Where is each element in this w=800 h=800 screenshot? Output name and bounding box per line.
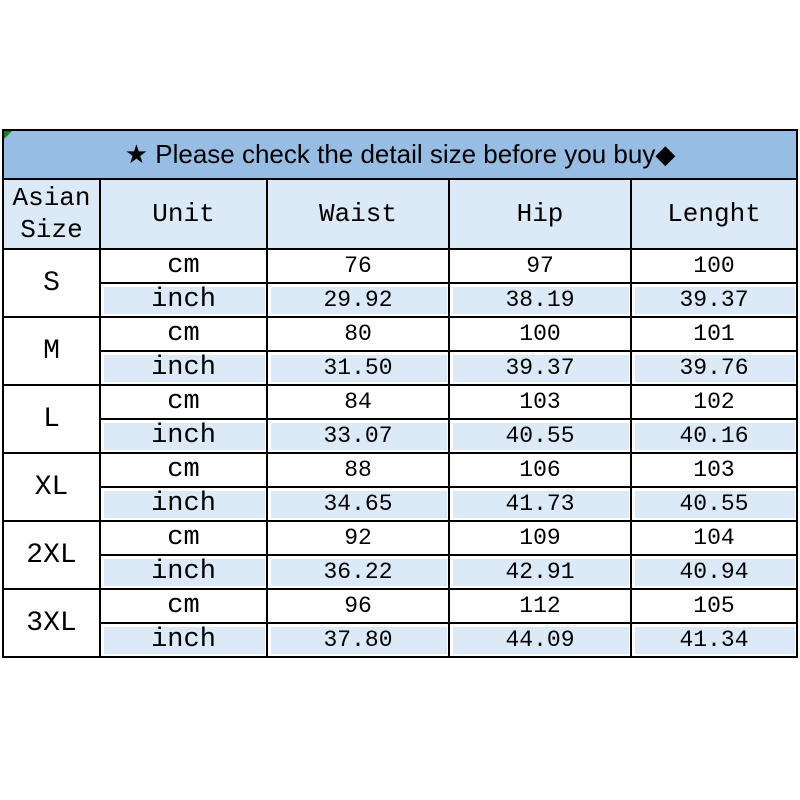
unit-cell: cm (99, 384, 268, 420)
header-hip: Hip (448, 178, 632, 250)
table-row-2xl-cm: 2XL cm 92 109 104 (2, 520, 799, 590)
header-unit: Unit (99, 178, 268, 250)
hip-value: 38.19 (448, 282, 632, 318)
length-value: 40.16 (629, 418, 799, 454)
length-value: 105 (629, 588, 799, 624)
table-row-3xl-cm: 3XL cm 96 112 105 (2, 588, 799, 658)
unit-cell: inch (99, 622, 268, 658)
waist-value: 37.80 (266, 622, 450, 658)
waist-value: 96 (266, 588, 450, 624)
header-length: Lenght (629, 178, 799, 250)
hip-value: 39.37 (448, 350, 632, 386)
length-value: 40.55 (629, 486, 799, 522)
waist-value: 80 (266, 316, 450, 352)
size-chart-table: ★ Please check the detail size before yo… (1, 129, 799, 658)
size-label-3xl: 3XL (2, 588, 101, 658)
waist-value: 92 (266, 520, 450, 556)
unit-cell: inch (99, 486, 268, 522)
waist-value: 33.07 (266, 418, 450, 454)
hip-value: 112 (448, 588, 632, 624)
unit-cell: inch (99, 418, 268, 454)
hip-value: 42.91 (448, 554, 632, 590)
unit-cell: cm (99, 248, 268, 284)
waist-value: 31.50 (266, 350, 450, 386)
unit-cell: inch (99, 282, 268, 318)
header-asian-size: Asian Size (2, 178, 101, 250)
table-row-l-cm: L cm 84 103 102 (2, 384, 799, 454)
waist-value: 36.22 (266, 554, 450, 590)
size-label-s: S (2, 248, 101, 318)
hip-value: 41.73 (448, 486, 632, 522)
table-row-3xl-inch: inch 37.80 44.09 41.34 (3, 622, 799, 658)
hip-value: 103 (448, 384, 632, 420)
header-row: Asian Size Unit Waist Hip Lenght (2, 178, 799, 250)
waist-value: 88 (266, 452, 450, 488)
header-waist: Waist (266, 178, 450, 250)
green-corner-marker (5, 132, 12, 139)
unit-cell: inch (99, 350, 268, 386)
hip-value: 100 (448, 316, 632, 352)
table-row-2xl-inch: inch 36.22 42.91 40.94 (3, 554, 799, 590)
length-value: 103 (629, 452, 799, 488)
waist-value: 84 (266, 384, 450, 420)
banner-cell: ★ Please check the detail size before yo… (1, 129, 799, 180)
length-value: 102 (629, 384, 799, 420)
unit-cell: cm (99, 452, 268, 488)
table-row-xl-inch: inch 34.65 41.73 40.55 (3, 486, 799, 522)
hip-value: 44.09 (448, 622, 632, 658)
hip-value: 40.55 (448, 418, 632, 454)
table-row-xl-cm: XL cm 88 106 103 (2, 452, 799, 522)
length-value: 39.37 (629, 282, 799, 318)
length-value: 40.94 (629, 554, 799, 590)
unit-cell: cm (99, 520, 268, 556)
banner-text: ★ Please check the detail size before yo… (124, 139, 676, 169)
waist-value: 29.92 (266, 282, 450, 318)
table-row-s-inch: inch 29.92 38.19 39.37 (3, 282, 799, 318)
unit-cell: inch (99, 554, 268, 590)
size-label-l: L (2, 384, 101, 454)
size-label-m: M (2, 316, 101, 386)
length-value: 101 (629, 316, 799, 352)
waist-value: 34.65 (266, 486, 450, 522)
length-value: 100 (629, 248, 799, 284)
size-label-2xl: 2XL (2, 520, 101, 590)
table-row-m-cm: M cm 80 100 101 (2, 316, 799, 386)
unit-cell: cm (99, 316, 268, 352)
length-value: 41.34 (629, 622, 799, 658)
length-value: 39.76 (629, 350, 799, 386)
table-row-m-inch: inch 31.50 39.37 39.76 (3, 350, 799, 386)
banner-row: ★ Please check the detail size before yo… (1, 129, 799, 180)
table-row-l-inch: inch 33.07 40.55 40.16 (3, 418, 799, 454)
waist-value: 76 (266, 248, 450, 284)
hip-value: 97 (448, 248, 632, 284)
length-value: 104 (629, 520, 799, 556)
size-label-xl: XL (2, 452, 101, 522)
hip-value: 109 (448, 520, 632, 556)
table-row-s-cm: S cm 76 97 100 (2, 248, 799, 318)
unit-cell: cm (99, 588, 268, 624)
hip-value: 106 (448, 452, 632, 488)
